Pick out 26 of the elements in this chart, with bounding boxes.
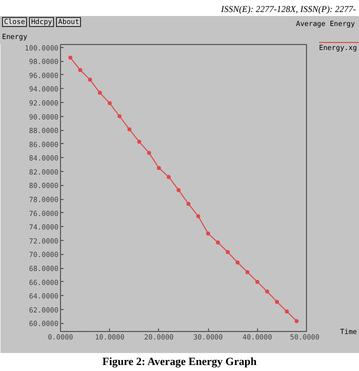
point	[98, 90, 102, 95]
point	[236, 260, 240, 265]
point	[108, 101, 112, 106]
point	[206, 232, 210, 236]
point	[68, 56, 72, 60]
point	[127, 127, 132, 132]
point	[226, 250, 230, 254]
point	[78, 68, 82, 72]
point	[196, 214, 200, 218]
point	[166, 174, 171, 179]
point	[176, 188, 181, 192]
point	[118, 114, 122, 118]
point	[216, 240, 220, 244]
point	[245, 270, 250, 274]
point	[274, 300, 279, 304]
point	[284, 309, 289, 314]
caption: Figure 2: Average Energy Graph	[101, 355, 258, 370]
point	[147, 150, 152, 155]
point	[156, 166, 161, 170]
point	[255, 280, 260, 284]
point	[88, 78, 92, 82]
point	[265, 289, 270, 294]
text: ISSN(E): 2277-128X, ISSN(P): 2277-	[220, 4, 357, 16]
point	[186, 202, 190, 206]
point	[137, 140, 142, 144]
point	[294, 319, 299, 324]
